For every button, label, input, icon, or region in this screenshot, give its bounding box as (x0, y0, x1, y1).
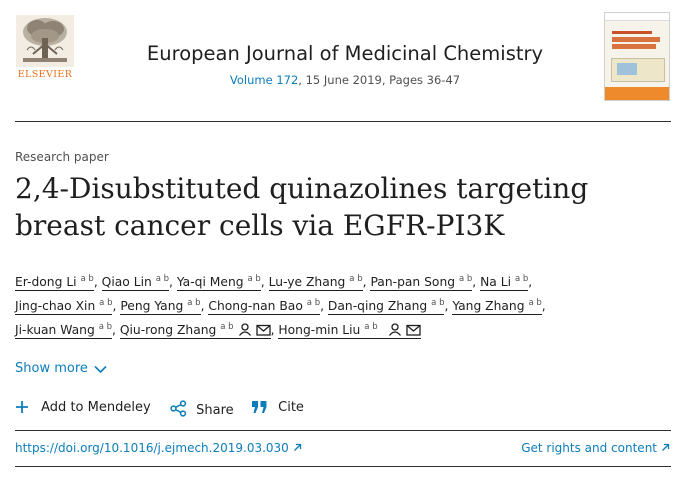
plus-icon (16, 401, 28, 413)
rights-link[interactable]: Get rights and content (521, 441, 670, 455)
doi-text: https://doi.org/10.1016/j.ejmech.2019.03… (15, 441, 289, 455)
envelope-icon (405, 324, 421, 336)
chevron-down-icon (94, 365, 107, 374)
cover-image-detail (617, 63, 637, 75)
header-divider (15, 121, 671, 122)
author-link[interactable]: Lu-ye Zhang a b (268, 273, 363, 291)
cover-footer (605, 87, 669, 100)
author-link[interactable]: Pan-pan Song a b (370, 273, 473, 291)
publisher-logo-text: ELSEVIER (17, 69, 73, 80)
actions-divider (15, 430, 671, 431)
share-icon (170, 400, 187, 417)
show-more-label: Show more (15, 361, 88, 376)
quote-icon (252, 401, 267, 413)
external-link-icon (662, 443, 670, 451)
add-to-mendeley-button[interactable]: Add to Mendeley (15, 400, 151, 415)
issue-details: , 15 June 2019, Pages 36-47 (298, 73, 461, 87)
article-type: Research paper (15, 150, 109, 164)
share-button[interactable]: Share (170, 400, 234, 418)
journal-cover-thumbnail[interactable] (604, 12, 670, 101)
author-link[interactable]: Peng Yang a b (120, 297, 201, 315)
person-icon (388, 323, 401, 336)
cover-title-bar (612, 44, 656, 49)
footer-divider (15, 466, 671, 467)
author-link[interactable]: Qiao Lin a b (101, 273, 170, 291)
cover-band (605, 13, 669, 21)
cover-title-bar (612, 31, 652, 34)
elsevier-tree-icon (16, 15, 74, 67)
add-to-mendeley-label: Add to Mendeley (41, 400, 151, 415)
person-icon (238, 323, 251, 336)
share-label: Share (196, 403, 234, 418)
author-link[interactable]: Hong-min Liu a b (278, 323, 421, 339)
volume-link[interactable]: Volume 172 (229, 73, 299, 87)
cite-label: Cite (278, 400, 304, 415)
author-link[interactable]: Ya-qi Meng a b (176, 273, 261, 291)
envelope-icon (255, 324, 271, 336)
journal-info: European Journal of Medicinal Chemistry … (15, 42, 675, 87)
author-link[interactable]: Dan-qing Zhang a b (327, 297, 445, 315)
doi-link[interactable]: https://doi.org/10.1016/j.ejmech.2019.03… (15, 441, 302, 455)
author-link[interactable]: Qiu-rong Zhang a b (119, 323, 271, 339)
author-link[interactable]: Ji-kuan Wang a b (15, 321, 112, 339)
author-link[interactable]: Er-dong Li a b (15, 273, 94, 291)
author-link[interactable]: Jing-chao Xin a b (15, 297, 113, 315)
author-link[interactable]: Na Li a b (480, 273, 529, 291)
journal-title[interactable]: European Journal of Medicinal Chemistry (146, 42, 544, 65)
elsevier-logo[interactable]: ELSEVIER (15, 14, 75, 82)
article-title-line-2: breast cancer cells via EGFR-PI3K (15, 209, 505, 242)
author-list: Er-dong Li a b, Qiao Lin a b, Ya-qi Meng… (15, 273, 546, 339)
journal-header: ELSEVIER European Journal of Medicinal C… (15, 10, 670, 110)
cite-button[interactable]: Cite (251, 400, 304, 415)
journal-meta: Volume 172, 15 June 2019, Pages 36-47 (15, 73, 675, 87)
show-more-button[interactable]: Show more (15, 361, 107, 376)
cover-title-bar (612, 37, 660, 42)
article-title: 2,4-Disubstituted quinazolines targeting… (15, 170, 665, 244)
rights-text: Get rights and content (521, 441, 657, 455)
author-link[interactable]: Yang Zhang a b (452, 297, 542, 315)
article-title-line-1: 2,4-Disubstituted quinazolines targeting (15, 172, 589, 205)
author-link[interactable]: Chong-nan Bao a b (208, 297, 321, 315)
external-link-icon (293, 443, 301, 451)
